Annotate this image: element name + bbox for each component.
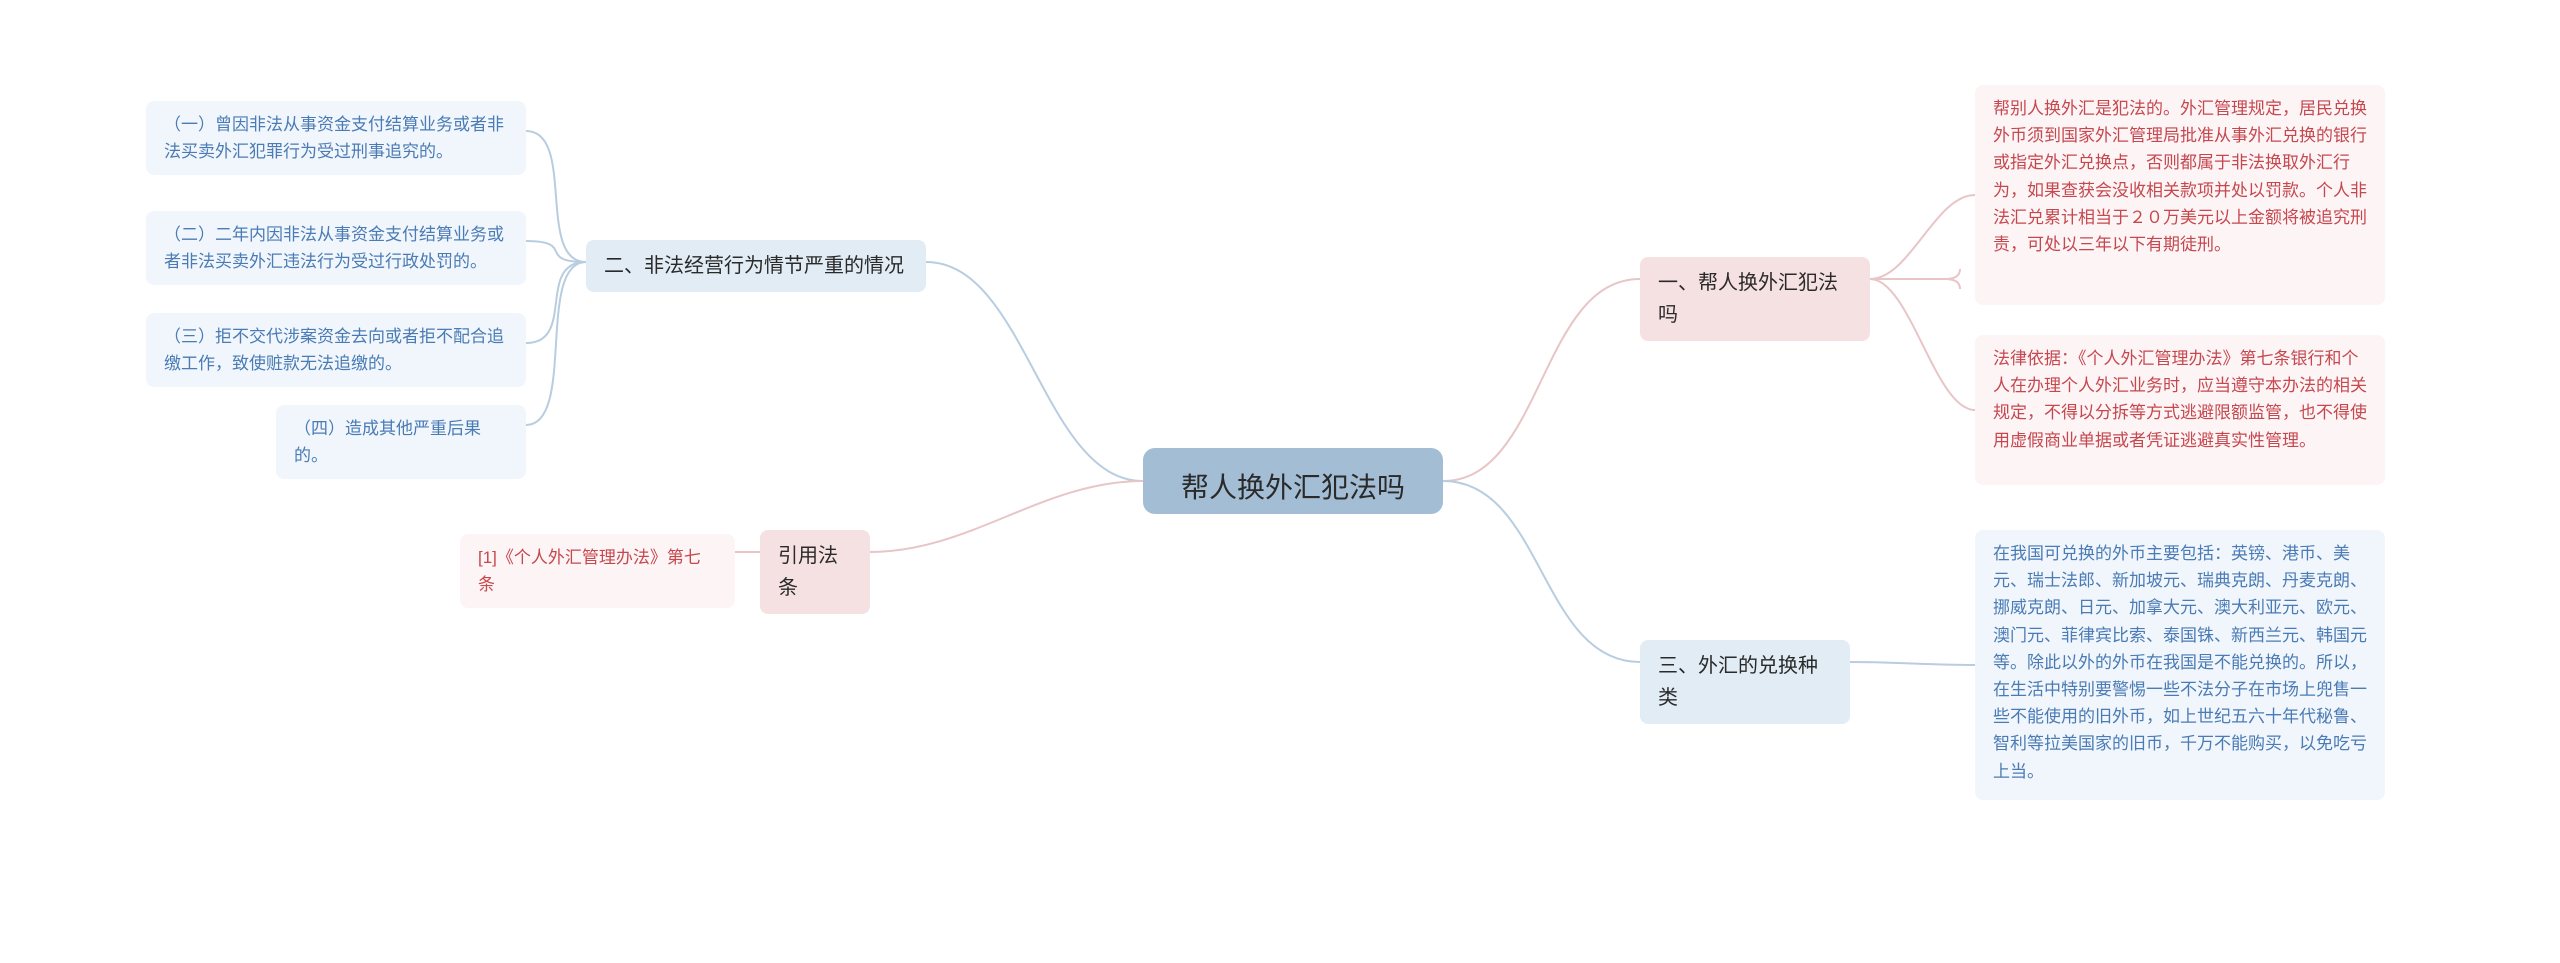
leaf-node: （四）造成其他严重后果的。 [276,405,526,479]
leaf-node: 在我国可兑换的外币主要包括：英镑、港币、美元、瑞士法郎、新加坡元、瑞典克朗、丹麦… [1975,530,2385,800]
leaf-node: （三）拒不交代涉案资金去向或者拒不配合追缴工作，致使赃款无法追缴的。 [146,313,526,387]
leaf-node: 法律依据：《个人外汇管理办法》第七条银行和个人在办理个人外汇业务时，应当遵守本办… [1975,335,2385,485]
root-node: 帮人换外汇犯法吗 [1143,448,1443,514]
node-lcite: 引用法条 [760,530,870,614]
leaf-node: （二）二年内因非法从事资金支付结算业务或者非法买卖外汇违法行为受过行政处罚的。 [146,211,526,285]
leaf-node: [1]《个人外汇管理办法》第七条 [460,534,735,608]
leaf-node: （一）曾因非法从事资金支付结算业务或者非法买卖外汇犯罪行为受过刑事追究的。 [146,101,526,175]
node-l2: 二、非法经营行为情节严重的情况 [586,240,926,292]
node-r1: 一、帮人换外汇犯法吗 [1640,257,1870,341]
leaf-node: 帮别人换外汇是犯法的。外汇管理规定，居民兑换外币须到国家外汇管理局批准从事外汇兑… [1975,85,2385,305]
node-r3: 三、外汇的兑换种类 [1640,640,1850,724]
